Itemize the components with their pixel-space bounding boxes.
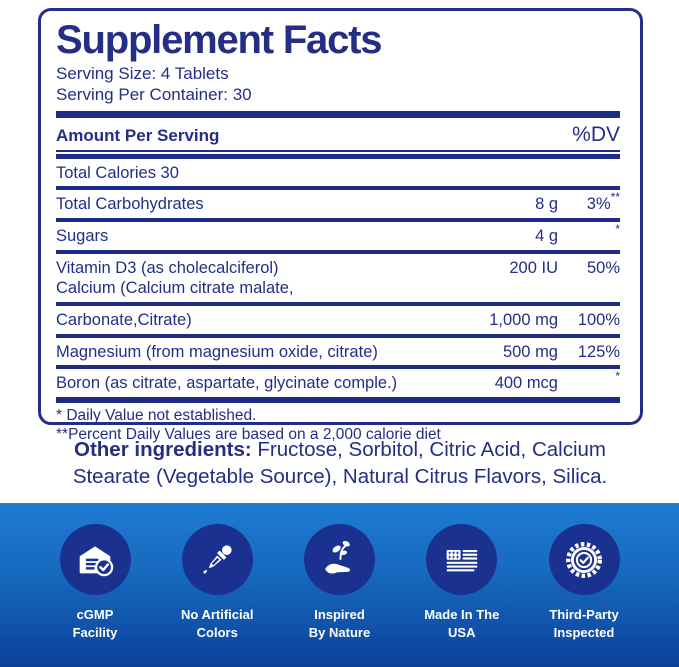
facts-row-boron: Boron (as citrate, aspartate, glycinate …	[56, 369, 620, 403]
row-dv-value: 3%	[586, 195, 611, 214]
badge-label-line2: Facility	[72, 624, 118, 640]
row-dv-value: 100%	[577, 310, 620, 329]
badge-circle	[59, 524, 131, 595]
header-rule-thick	[56, 153, 620, 159]
seal-check-icon	[566, 541, 602, 578]
row-dv-asterisk: *	[615, 221, 620, 236]
row-dv-value: 50%	[586, 258, 620, 277]
divider-thick	[56, 110, 620, 118]
badge-circle	[548, 524, 620, 595]
row-dv-asterisk: *	[615, 368, 620, 383]
row-amount: 500 mg	[502, 342, 558, 361]
other-ingredients-text: Fructose, Sorbitol, Citric Acid, Calcium…	[72, 438, 608, 488]
row-dv-asterisk: **	[610, 189, 620, 204]
facts-row-magnesium: Magnesium (from magnesium oxide, citrate…	[56, 338, 620, 370]
row-name: Total Calories 30	[56, 163, 179, 182]
badge-label-line2: By Nature	[308, 624, 371, 640]
badge-label-line2: Colors	[196, 624, 238, 640]
footnotes: * Daily Value not established. **Percent…	[56, 403, 620, 445]
dropper-icon	[203, 544, 232, 574]
header-rule-thin	[56, 149, 620, 152]
usa-flag-icon	[446, 549, 478, 571]
hand-plant-icon	[324, 540, 350, 574]
row-amount: 8 g	[535, 195, 558, 214]
badge-third-party-inspected: Third-Party Inspected	[525, 524, 643, 641]
badge-label: Inspired By Nature	[309, 606, 370, 641]
badge-band: cGMP Facility	[0, 503, 679, 667]
badge-label-line1: Made In The	[424, 607, 500, 622]
facts-row-carbohydrates: Total Carbohydrates 8 g 3%**	[56, 190, 620, 223]
row-name: Vitamin D3 (as cholecalciferol) Calcium …	[56, 258, 446, 299]
row-dv: *	[558, 370, 620, 394]
footnote-daily-value: * Daily Value not established.	[56, 406, 257, 424]
badge-made-in-usa: Made In The USA	[403, 524, 521, 641]
row-name-line2: Calcium (Calcium citrate malate,	[56, 279, 294, 298]
serving-per-container-text: Serving Per Container: 30	[56, 85, 252, 105]
serving-size-text: Serving Size: 4 Tablets	[56, 64, 229, 84]
facts-row-vitamin-d3-calcium: Vitamin D3 (as cholecalciferol) Calcium …	[56, 254, 620, 306]
badge-list: cGMP Facility	[0, 503, 679, 641]
footnote-percent-dv: **Percent Daily Values are based on a 2,…	[56, 425, 441, 443]
badge-label-line1: Inspired	[314, 607, 365, 622]
badge-label: cGMP Facility	[73, 606, 118, 641]
other-ingredients-label: Other ingredients:	[74, 438, 252, 461]
row-name: Boron (as citrate, aspartate, glycinate …	[56, 374, 398, 393]
badge-label: Third-Party Inspected	[549, 606, 618, 641]
row-name: Sugars	[56, 227, 109, 246]
badge-label-line2: Inspected	[553, 624, 615, 640]
facts-row-total-calories: Total Calories 30	[56, 159, 620, 191]
row-name: Carbonate,Citrate)	[56, 310, 192, 329]
row-dv: *	[558, 223, 620, 247]
row-name: Magnesium (from magnesium oxide, citrate…	[56, 342, 378, 361]
row-dv: 50%	[558, 258, 620, 279]
row-dv: 100%	[558, 310, 620, 331]
row-dv: 125%	[558, 342, 620, 363]
badge-no-artificial-colors: No Artificial Colors	[158, 524, 276, 641]
badge-circle	[426, 524, 498, 595]
facts-header-row: Amount Per Serving %DV	[56, 118, 620, 150]
badge-label-line2: USA	[448, 624, 476, 640]
badge-label: No Artificial Colors	[181, 606, 253, 641]
facts-row-sugars: Sugars 4 g *	[56, 222, 620, 254]
badge-label-line1: cGMP	[76, 607, 114, 622]
panel-title: Supplement Facts	[56, 18, 383, 62]
other-ingredients: Other ingredients: Fructose, Sorbitol, C…	[36, 437, 644, 490]
badge-label-line1: No Artificial	[181, 607, 254, 622]
badge-label-line1: Third-Party	[549, 607, 619, 622]
row-name-line1: Vitamin D3 (as cholecalciferol)	[56, 258, 279, 277]
percent-dv-header: %DV	[572, 122, 620, 146]
row-name: Total Carbohydrates	[56, 195, 204, 214]
row-amount: 1,000 mg	[489, 310, 558, 329]
row-amount: 200 IU	[509, 258, 558, 277]
supplement-facts-panel: Supplement Facts Serving Size: 4 Tablets…	[38, 8, 643, 443]
row-amount: 400 mcg	[494, 374, 558, 393]
badge-label: Made In The USA	[424, 606, 499, 641]
badge-inspired-by-nature: Inspired By Nature	[281, 524, 399, 641]
row-dv: 3%**	[558, 191, 620, 215]
badge-circle	[181, 524, 253, 595]
badge-cgmp-facility: cGMP Facility	[36, 524, 154, 641]
cgmp-facility-icon	[79, 546, 114, 576]
facts-row-carbonate-citrate: Carbonate,Citrate) 1,000 mg 100%	[56, 306, 620, 338]
row-amount: 4 g	[535, 227, 558, 246]
badge-circle	[304, 524, 375, 595]
amount-per-serving-header: Amount Per Serving	[56, 125, 220, 145]
row-dv-value: 125%	[577, 342, 620, 361]
